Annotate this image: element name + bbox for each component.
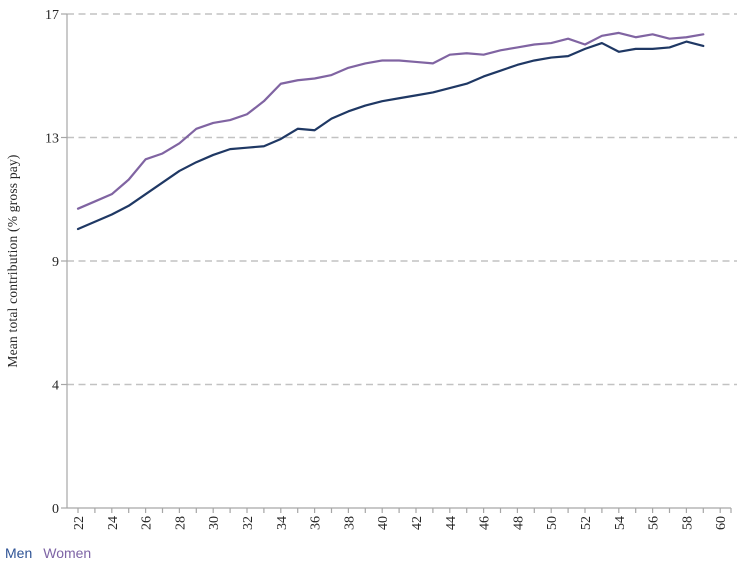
x-tick-label: 50 [545,516,560,530]
legend: Men Women [5,545,91,561]
legend-men-label: Men [5,545,33,561]
x-tick-label: 56 [647,516,662,530]
x-tick-label: 28 [173,516,188,530]
legend-women-label: Women [43,545,92,561]
y-tick-label: 0 [52,502,59,517]
x-tick-label: 34 [275,516,290,530]
x-tick-label: 32 [241,516,256,530]
x-tick-label: 54 [613,516,628,530]
x-tick-label: 36 [309,516,324,530]
x-tick-label: 42 [410,516,425,530]
x-tick-label: 22 [72,516,87,530]
y-axis-title: Mean total contribution (% gross pay) [5,154,20,368]
x-tick-label: 40 [376,516,391,530]
x-tick-label: 38 [342,516,357,530]
men-line [76,40,705,231]
x-tick-label: 58 [680,516,695,530]
y-tick-label: 13 [45,132,59,147]
x-tick-label: 24 [106,516,121,530]
women-line [76,31,705,210]
x-tick-label: 52 [579,516,594,530]
x-tick-label: 44 [444,516,459,530]
y-tick-label: 17 [45,8,59,23]
y-tick-label: 9 [52,255,59,270]
y-tick-label: 4 [52,379,59,394]
x-tick-label: 48 [511,516,526,530]
x-tick-label: 60 [714,516,729,530]
x-tick-label: 26 [140,516,155,530]
x-tick-label: 46 [478,516,493,530]
x-tick-label: 30 [207,516,222,530]
